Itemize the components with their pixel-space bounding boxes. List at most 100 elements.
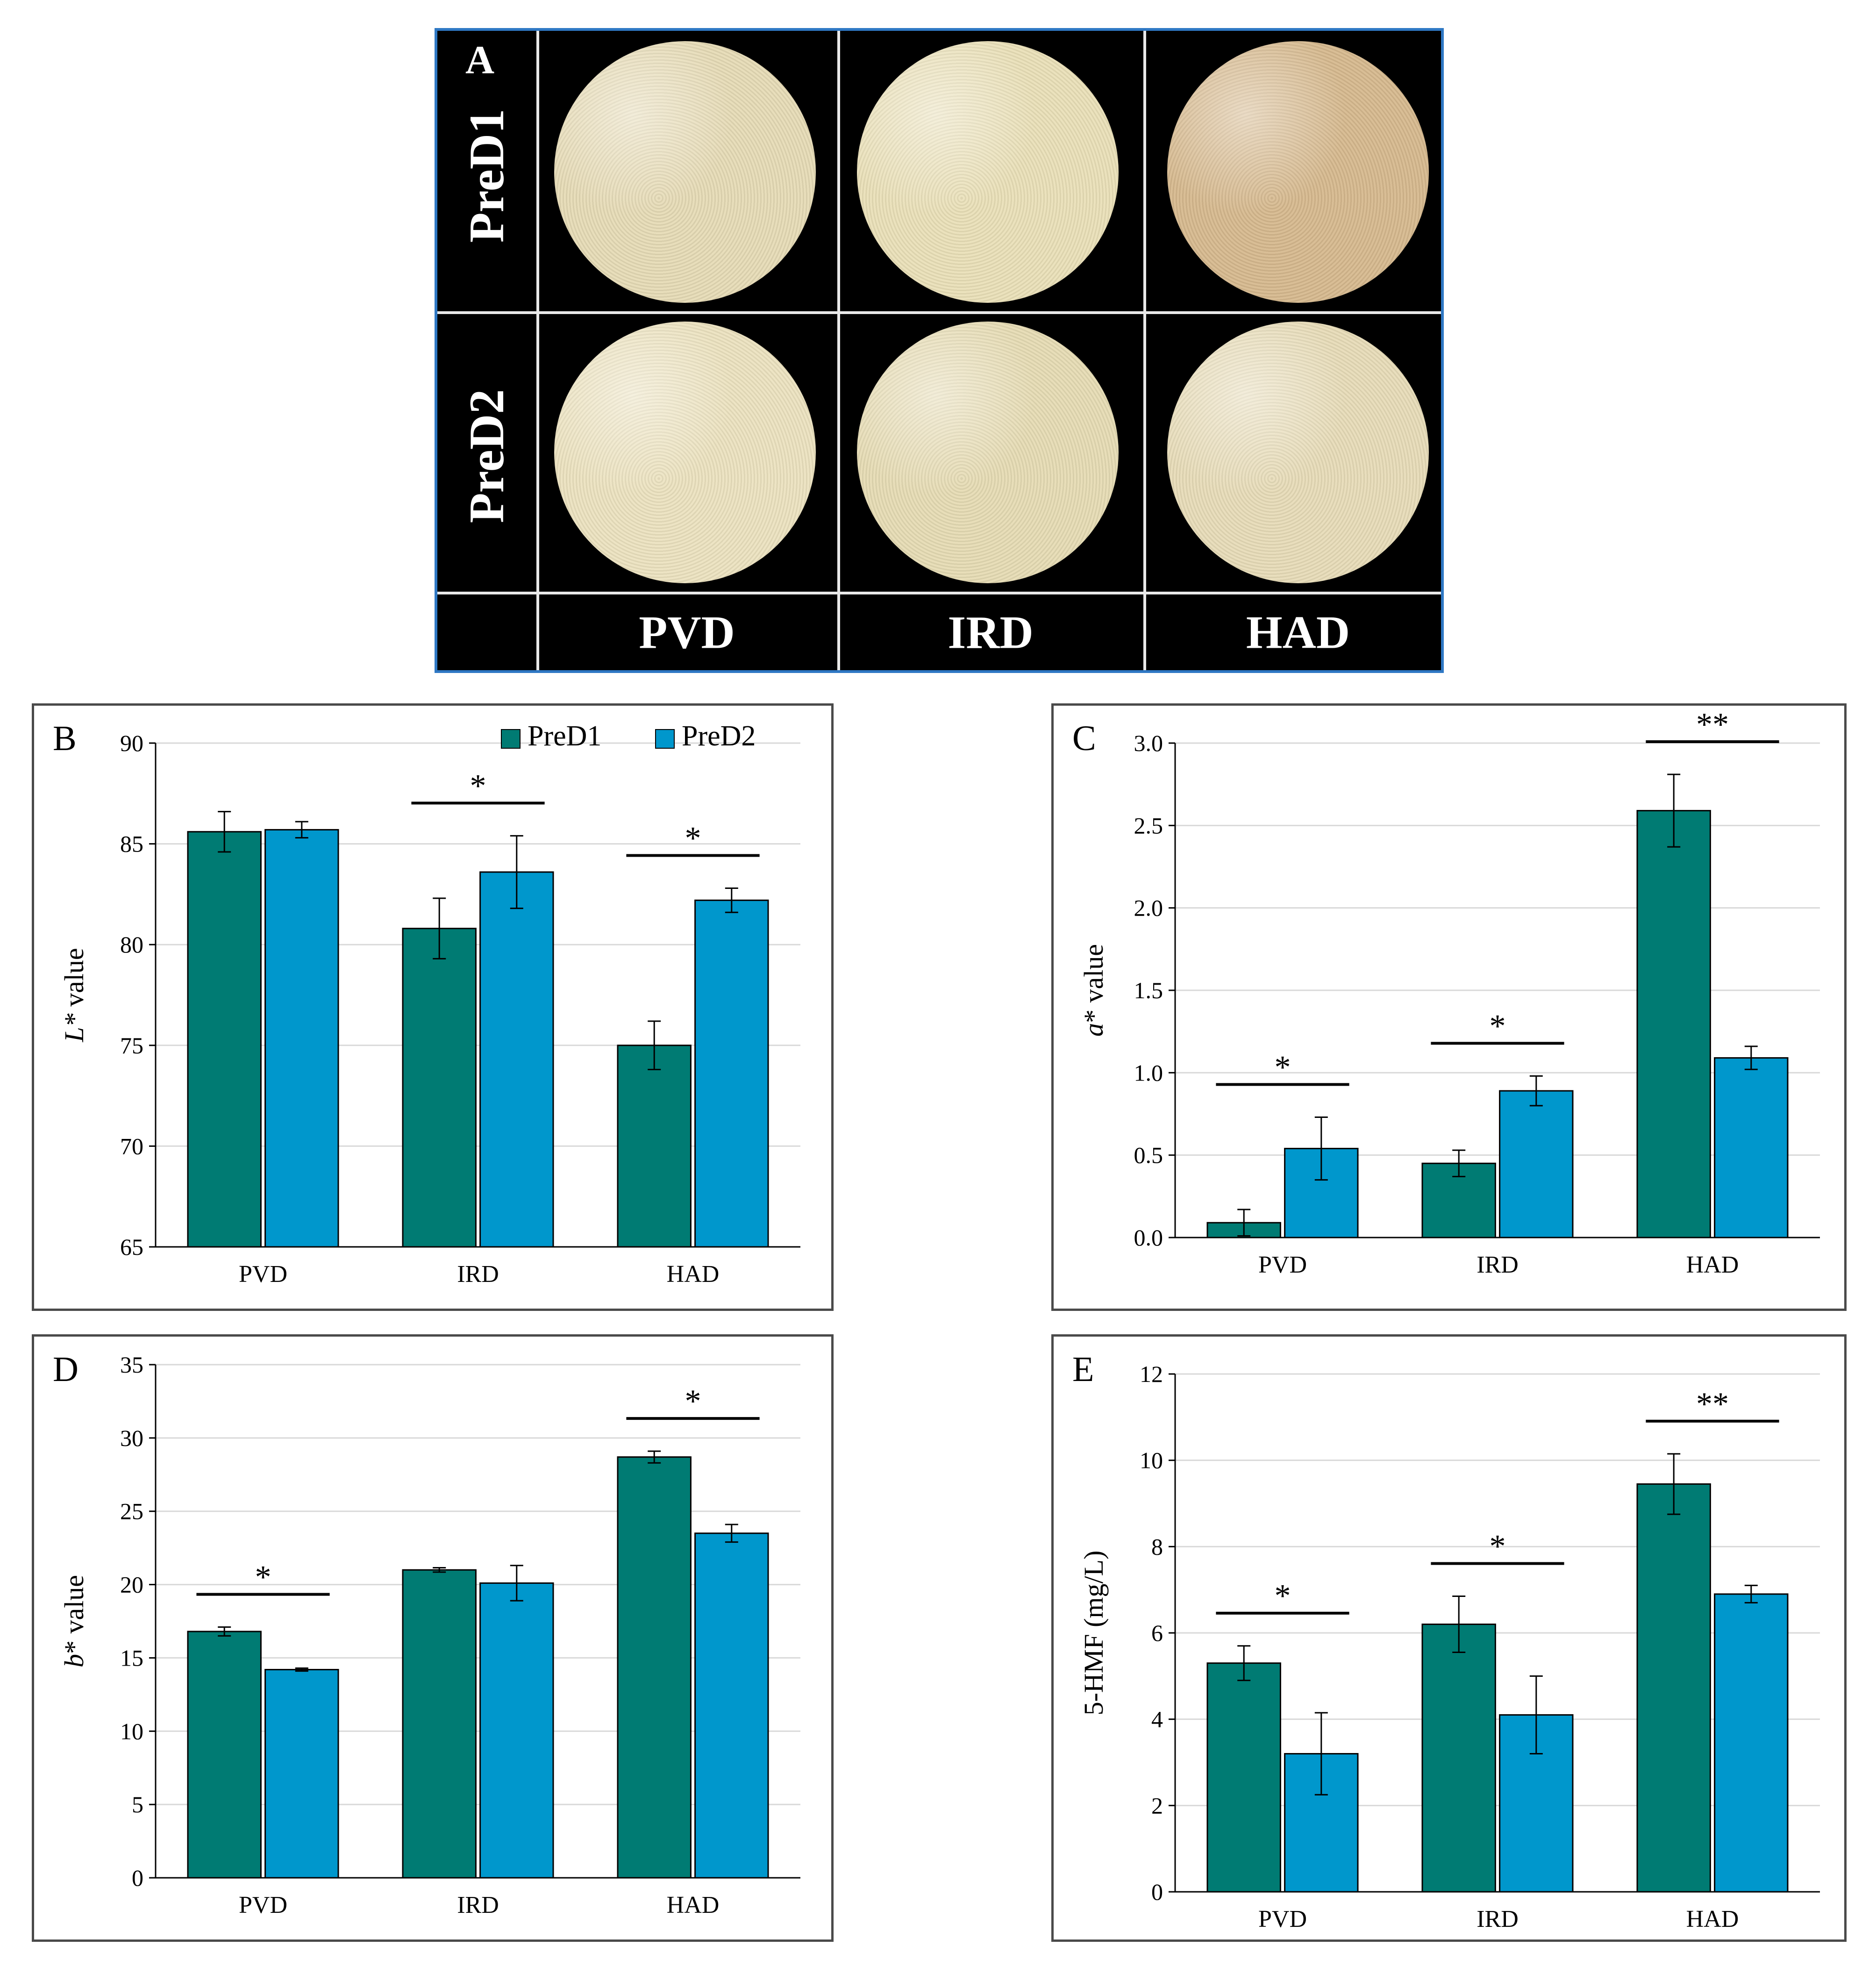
panel-letter: C xyxy=(1072,719,1096,758)
bar-pred1-had xyxy=(617,1045,692,1248)
y-tick-label: 5 xyxy=(132,1791,143,1818)
sample-photo-pred2-ird xyxy=(857,322,1119,583)
grid-divider xyxy=(536,31,539,670)
y-tick-label: 15 xyxy=(120,1645,143,1671)
significance-marker: * xyxy=(1490,1008,1506,1044)
bar-pred2-had xyxy=(694,899,769,1248)
significance-marker: ** xyxy=(1696,707,1729,743)
row-label-pred1: PreD1 xyxy=(459,108,514,243)
sample-photo-pred1-pvd xyxy=(554,41,816,303)
y-axis-label: L* value xyxy=(59,948,89,1042)
col-label-had: HAD xyxy=(1246,606,1350,658)
significance-marker: * xyxy=(255,1560,271,1596)
y-tick-label: 25 xyxy=(120,1498,143,1524)
bar-pred1-ird xyxy=(402,928,477,1248)
bar-pred1-ird xyxy=(1421,1624,1496,1893)
bar-pred2-ird xyxy=(479,871,554,1248)
y-axis-label: b* value xyxy=(59,1575,89,1667)
x-tick-label: PVD xyxy=(1258,1906,1307,1932)
grid-divider xyxy=(437,592,1441,594)
significance-marker: * xyxy=(470,768,486,804)
x-tick-label: HAD xyxy=(1686,1906,1739,1932)
col-label-ird: IRD xyxy=(948,606,1034,658)
y-tick-label: 1.5 xyxy=(1134,977,1163,1003)
y-tick-label: 75 xyxy=(120,1032,143,1059)
y-tick-label: 6 xyxy=(1151,1620,1163,1646)
legend-swatch xyxy=(655,729,675,749)
bar-pred1-pvd xyxy=(187,831,262,1248)
y-tick-label: 0 xyxy=(1151,1879,1163,1905)
sample-photo-pred2-pvd xyxy=(554,322,816,583)
y-tick-label: 80 xyxy=(120,931,143,958)
significance-marker: * xyxy=(685,1383,701,1419)
panel-letter: B xyxy=(53,719,77,758)
significance-marker: ** xyxy=(1696,1386,1729,1422)
panel-letter-a: A xyxy=(465,37,495,82)
y-tick-label: 35 xyxy=(120,1352,143,1378)
chart-panel-d: D 0 5 10 15 20 25 30 35 b* value PVD * IRD HAD * xyxy=(32,1334,834,1942)
bar-pred1-ird xyxy=(402,1569,477,1879)
legend-swatch xyxy=(501,729,521,749)
y-tick-label: 65 xyxy=(120,1234,143,1260)
y-tick-label: 10 xyxy=(1140,1447,1163,1474)
y-tick-label: 30 xyxy=(120,1425,143,1451)
y-tick-label: 4 xyxy=(1151,1706,1163,1732)
y-tick-label: 0.0 xyxy=(1134,1224,1163,1251)
bar-pred2-pvd xyxy=(264,1669,339,1879)
significance-marker: * xyxy=(1275,1050,1291,1086)
bar-pred2-had xyxy=(1714,1057,1789,1238)
chart-panel-c: C 0.0 0.5 1.0 1.5 2.0 2.5 3.0 a* value PVD * IRD * HA… xyxy=(1051,703,1847,1311)
x-tick-label: PVD xyxy=(239,1261,287,1288)
sample-photo-pred1-had xyxy=(1167,41,1429,303)
bar-pred2-had xyxy=(694,1532,769,1879)
y-tick-label: 2 xyxy=(1151,1792,1163,1818)
grid-divider xyxy=(437,311,1441,314)
y-tick-label: 20 xyxy=(120,1572,143,1598)
grid-divider xyxy=(1143,31,1146,670)
chart-svg: B 65 70 75 80 85 90 L* value PVD IRD * HAD * PreD1 Pre… xyxy=(53,719,800,1288)
significance-marker: * xyxy=(685,820,701,856)
chart-panel-e: E 0 2 4 6 8 10 12 5-HMF (mg/L) PVD * IRD * HAD ** xyxy=(1051,1334,1847,1942)
x-tick-label: IRD xyxy=(457,1892,499,1918)
bar-pred2-had xyxy=(1714,1593,1789,1893)
x-tick-label: IRD xyxy=(457,1261,499,1288)
y-tick-label: 2.0 xyxy=(1134,895,1163,921)
bar-pred1-pvd xyxy=(187,1631,262,1879)
grid-divider xyxy=(837,31,840,670)
chart-svg: C 0.0 0.5 1.0 1.5 2.0 2.5 3.0 a* value PVD * IRD * HA… xyxy=(1072,707,1820,1278)
y-tick-label: 85 xyxy=(120,831,143,857)
bar-pred2-ird xyxy=(479,1582,554,1879)
legend-label: PreD1 xyxy=(528,720,601,752)
x-tick-label: HAD xyxy=(667,1261,720,1288)
x-tick-label: PVD xyxy=(239,1892,287,1918)
y-tick-label: 3.0 xyxy=(1134,730,1163,756)
panel-letter: E xyxy=(1072,1350,1094,1389)
bar-pred1-had xyxy=(1636,1483,1711,1893)
bar-pred2-ird xyxy=(1499,1090,1574,1238)
sample-photo-pred1-ird xyxy=(857,41,1119,303)
col-label-pvd: PVD xyxy=(639,606,735,658)
x-tick-label: IRD xyxy=(1477,1906,1519,1932)
bar-pred2-pvd xyxy=(264,829,339,1248)
x-tick-label: IRD xyxy=(1477,1252,1519,1278)
x-tick-label: HAD xyxy=(1686,1252,1739,1278)
bar-pred1-had xyxy=(617,1456,692,1879)
y-tick-label: 90 xyxy=(120,730,143,756)
x-tick-label: HAD xyxy=(667,1892,720,1918)
chart-svg: E 0 2 4 6 8 10 12 5-HMF (mg/L) PVD * IRD * HAD ** xyxy=(1072,1350,1820,1932)
x-tick-label: PVD xyxy=(1258,1252,1307,1278)
bar-pred1-had xyxy=(1636,810,1711,1238)
y-tick-label: 2.5 xyxy=(1134,812,1163,838)
significance-marker: * xyxy=(1275,1578,1291,1614)
row-label-pred2: PreD2 xyxy=(459,389,514,523)
panel-letter: D xyxy=(53,1350,78,1389)
significance-marker: * xyxy=(1490,1529,1506,1565)
y-tick-label: 8 xyxy=(1151,1533,1163,1560)
chart-panel-b: B 65 70 75 80 85 90 L* value PVD IRD * HAD * PreD1 Pre… xyxy=(32,703,834,1311)
chart-svg: D 0 5 10 15 20 25 30 35 b* value PVD * IRD HAD * xyxy=(53,1350,800,1918)
y-tick-label: 10 xyxy=(120,1718,143,1744)
y-tick-label: 70 xyxy=(120,1133,143,1159)
y-tick-label: 1.0 xyxy=(1134,1059,1163,1086)
legend-label: PreD2 xyxy=(682,720,756,752)
y-tick-label: 12 xyxy=(1140,1361,1163,1387)
